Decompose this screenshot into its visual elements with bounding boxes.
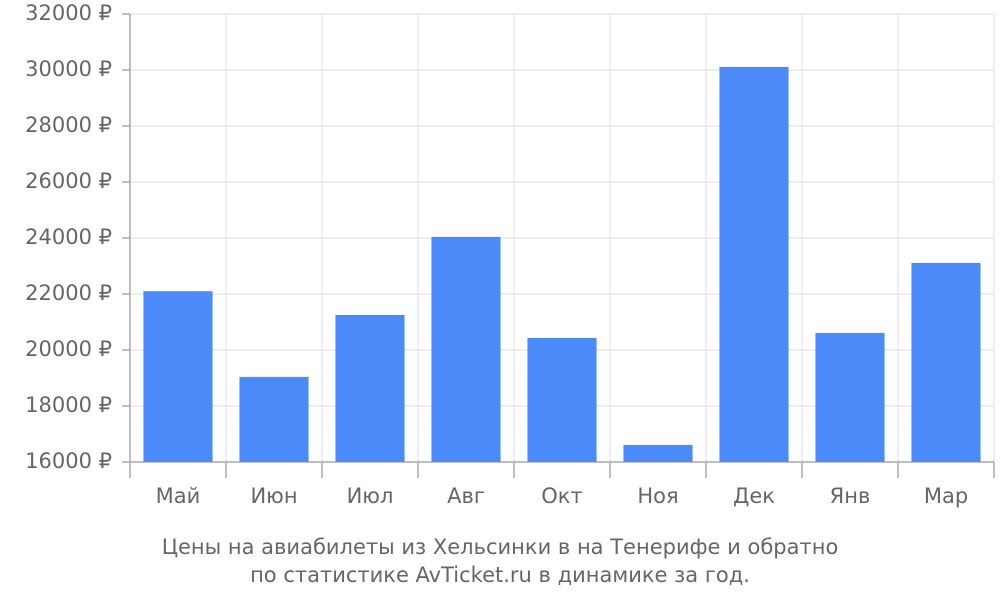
bar <box>239 376 309 462</box>
bar <box>815 332 885 462</box>
x-tick-label: Янв <box>830 484 871 508</box>
y-tick-label: 20000 ₽ <box>25 337 112 361</box>
y-tick-label: 32000 ₽ <box>25 1 112 25</box>
y-tick-label: 24000 ₽ <box>25 225 112 249</box>
bar <box>527 337 597 462</box>
y-tick-label: 28000 ₽ <box>25 113 112 137</box>
bar <box>719 66 789 463</box>
y-tick-label: 30000 ₽ <box>25 57 112 81</box>
bar <box>623 444 693 462</box>
chart-title: Цены на авиабилеты из Хельсинки в на Тен… <box>162 535 839 559</box>
x-tick-label: Май <box>156 484 201 508</box>
bar <box>143 291 213 462</box>
x-tick-label: Июл <box>347 484 394 508</box>
bar <box>335 315 405 462</box>
x-tick-label: Окт <box>541 484 582 508</box>
bar <box>431 236 501 462</box>
y-tick-label: 26000 ₽ <box>25 169 112 193</box>
y-tick-label: 18000 ₽ <box>25 393 112 417</box>
y-tick-label: 16000 ₽ <box>25 449 112 473</box>
y-tick-label: 22000 ₽ <box>25 281 112 305</box>
bar <box>911 262 981 462</box>
chart-title: по статистике AvTicket.ru в динамике за … <box>250 563 750 587</box>
x-tick-label: Авг <box>447 484 485 508</box>
x-tick-label: Ноя <box>637 484 678 508</box>
x-tick-label: Июн <box>250 484 297 508</box>
x-tick-label: Мар <box>924 484 968 508</box>
x-tick-label: Дек <box>733 484 775 508</box>
